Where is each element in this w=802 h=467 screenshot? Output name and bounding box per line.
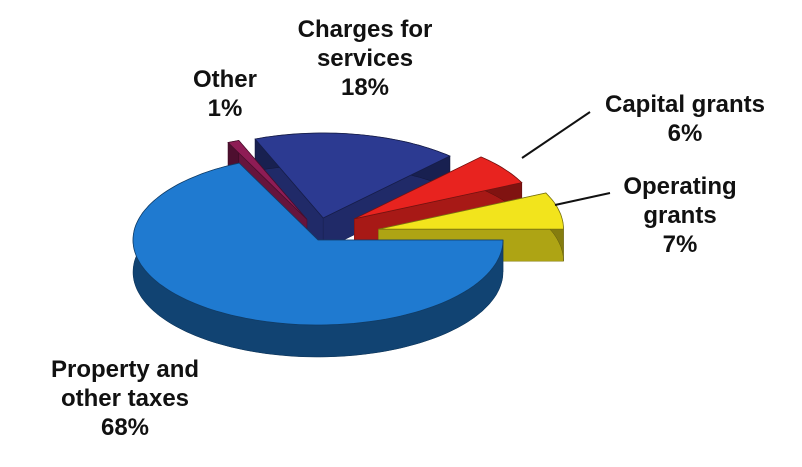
- slice-label: Charges for services: [297, 16, 433, 72]
- leader-line: [554, 192, 611, 206]
- slice-label: Other: [192, 66, 257, 93]
- slice: [132, 162, 504, 326]
- leader-line: [521, 111, 591, 159]
- slice-label: Capital grants: [604, 91, 766, 118]
- slice: [378, 192, 564, 230]
- slice-value-label: 68%: [100, 414, 150, 441]
- slice: [227, 139, 308, 220]
- slice: [254, 132, 451, 219]
- slice-label: Property and other taxes: [50, 356, 200, 412]
- slice-label: Operating grants: [623, 173, 737, 229]
- slice-value-label: 1%: [207, 95, 243, 122]
- slice: [354, 156, 523, 220]
- slice-value-label: 6%: [667, 120, 703, 147]
- slice-value-label: 18%: [340, 74, 390, 101]
- slice-value-label: 7%: [662, 231, 698, 258]
